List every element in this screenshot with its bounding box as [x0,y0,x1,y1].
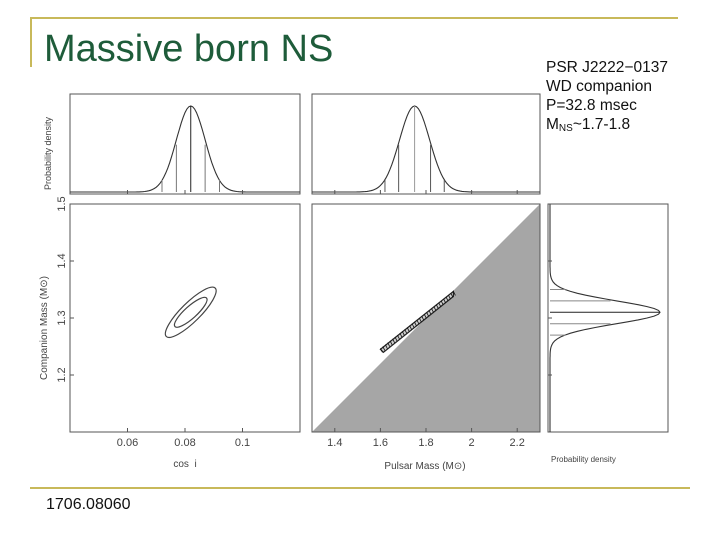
band-hatch-mark [409,325,412,330]
pulsar-info: PSR J2222−0137 WD companion P=32.8 msec … [546,58,668,138]
frame-bottom-left-panel [69,203,301,433]
companion-mass-tick-label: 1.3 [56,310,68,325]
band-hatch-mark [418,317,422,323]
band-hatch-mark [382,346,386,351]
band-hatch-mark [414,321,417,326]
frame-top-middle-panel [311,93,541,195]
band-hatch-mark [450,293,454,298]
band-hatch-mark [445,296,449,302]
mns-label: M [546,116,559,133]
band-hatch-mark [387,342,391,347]
band-hatch-mark [453,291,456,296]
pulsar-mass-tick-label: 1.4 [327,437,342,449]
cos-i-label: cos i [173,459,196,470]
info-line-companion: WD companion [546,78,652,95]
frame-right-panel [547,203,669,433]
band-hatch-mark [428,310,432,315]
band-hatch-mark [426,312,429,317]
band-hatch-mark [384,344,388,349]
cos-i-tick-label: 0.1 [235,437,250,449]
band-hatch-mark [404,329,408,334]
frame-left-rule [30,17,32,67]
prob-density-right-label: Probability density [551,455,616,464]
band-hatch-mark [399,332,403,338]
pulsar-mass-tick-label: 1.6 [373,437,388,449]
band-hatch-mark [448,295,451,300]
pulsar-mass-distribution-curve [312,105,540,193]
band-hatch-mark [423,313,427,319]
info-line-mass: MNS~1.7-1.8 [546,115,668,138]
cos-i-tick-label: 0.08 [174,437,195,449]
companion-mass-distribution-curve [549,204,661,432]
info-line-pulsar: PSR J2222−0137 [546,59,668,76]
band-hatch-mark [392,338,395,343]
arxiv-reference: 1706.08060 [46,496,131,513]
band-hatch-mark [401,331,405,336]
prob-density-top-label: Probability density [43,116,53,190]
pulsar-mass-label: Pulsar Mass (M⊙) [384,461,465,472]
companion-mass-tick-label: 1.4 [56,253,68,268]
band-hatch-mark [380,348,383,353]
band-hatch-mark [394,336,398,342]
companion-mass-tick-label: 1.5 [56,196,68,211]
band-hatch-mark [406,327,410,332]
frame-top-rule [30,17,678,19]
band-hatch-mark [438,302,442,307]
companion-mass-label: Companion Mass (M⊙) [39,276,50,380]
companion-mass-tick-label: 1.2 [56,367,68,382]
band-hatch-mark [443,298,446,304]
band-hatching [380,291,456,353]
frame-top-left-panel [69,93,301,195]
band-hatch-mark [411,323,415,328]
band-hatch-mark [397,334,400,340]
info-line-period: P=32.8 msec [546,97,637,114]
band-hatch-mark [416,319,420,325]
mns-value: ~1.7-1.8 [572,116,631,133]
band-hatch-mark [440,300,444,306]
pulsar-mass-tick-label: 2.2 [510,437,525,449]
band-hatch-mark [431,308,434,313]
slide-title: Massive born NS [44,28,334,70]
cos-i-tick-label: 0.06 [117,437,138,449]
cos-i-distribution-curve [70,105,300,193]
contour-outer [164,286,217,339]
band-hatch-mark [433,306,437,311]
band-hatch-mark [435,304,439,309]
contour-inner [173,296,208,328]
band-hatch-mark [389,340,393,345]
pulsar-mass-tick-label: 1.8 [418,437,433,449]
frame-bottom-rule [30,487,690,489]
band-hatch-mark [421,315,425,321]
pulsar-mass-tick-label: 2 [469,437,475,449]
mns-subscript: NS [558,123,573,134]
